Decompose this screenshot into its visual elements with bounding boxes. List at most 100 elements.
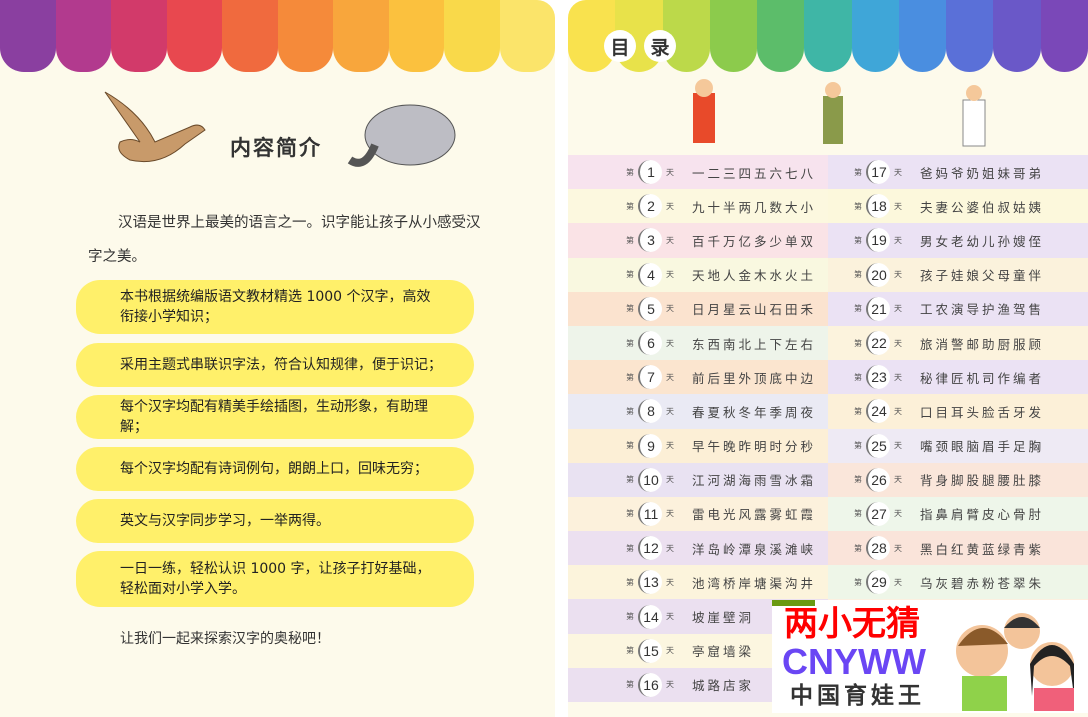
awning-stripe: [0, 0, 56, 72]
day-suffix: 天: [894, 235, 902, 245]
day-suffix: 天: [666, 509, 674, 519]
toc-entry[interactable]: 第 10 天 江河湖海雨雪冰霜: [568, 462, 828, 497]
toc-title-char: 录: [644, 30, 676, 62]
toc-entry[interactable]: 第 27 天 指鼻肩臂皮心骨肘: [828, 496, 1088, 532]
toc-entry[interactable]: 第 12 天 洋岛岭潭泉溪滩峡: [568, 531, 828, 566]
entry-characters: 男女老幼儿孙嫂侄: [920, 233, 1045, 249]
day-number-badge: 3: [638, 228, 662, 253]
day-number-badge: 15: [638, 638, 662, 663]
day-suffix: 天: [894, 475, 902, 485]
day-number-badge: 28: [866, 536, 890, 561]
toc-entry[interactable]: 第 4 天 天地人金木水火土: [568, 257, 828, 292]
intro-line: 字之美。: [88, 249, 146, 265]
day-suffix: 天: [666, 338, 674, 348]
toc-row: 第 8 天春夏秋冬年季周夜第 24 天口目耳头脸舌牙发: [568, 394, 1088, 429]
toc-title-char: 目: [604, 30, 636, 62]
awning-stripe: [1040, 0, 1088, 72]
day-number-badge: 29: [866, 570, 890, 595]
intro-line: 汉语是世界上最美的语言之一。识字能让孩子从小感受汉: [118, 215, 481, 231]
day-prefix: 第: [626, 680, 634, 690]
day-prefix: 第: [626, 304, 634, 314]
toc-entry[interactable]: 第 1 天 一二三四五六七八: [568, 155, 828, 190]
entry-characters: 九十半两几数大小: [692, 199, 817, 215]
toc-entry[interactable]: 第 13 天 池湾桥岸塘渠沟井: [568, 565, 828, 600]
toc-entry[interactable]: 第 11 天 雷电光风露雾虹霞: [568, 496, 828, 532]
entry-characters: 坡崖壁洞: [692, 610, 755, 626]
entry-characters: 东西南北上下左右: [692, 336, 817, 352]
awning-stripe: [444, 0, 500, 72]
day-number-badge: 6: [638, 331, 662, 356]
day-prefix: 第: [626, 646, 634, 656]
toc-entry[interactable]: 第 21 天 工农演导护渔驾售: [828, 291, 1088, 326]
toc-row: 第 2 天九十半两几数大小第 18 天夫妻公婆伯叔姑姨: [568, 189, 1088, 224]
toc-entry[interactable]: 第 24 天 口目耳头脸舌牙发: [828, 394, 1088, 429]
day-suffix: 天: [894, 304, 902, 314]
awning-stripe: [804, 0, 852, 72]
day-suffix: 天: [666, 201, 674, 211]
toc-entry[interactable]: 第 19 天 男女老幼儿孙嫂侄: [828, 223, 1088, 258]
toc-entry[interactable]: 第 23 天 秘律匠机司作编者: [828, 360, 1088, 395]
toc-entry[interactable]: 第 9 天 早午晚昨明时分秒: [568, 428, 828, 463]
entry-characters: 乌灰碧赤粉苍翠朱: [920, 575, 1045, 591]
toc-entry[interactable]: 第 6 天 东西南北上下左右: [568, 325, 828, 361]
toc-entry[interactable]: 第 25 天 嘴颈眼脑眉手足胸: [828, 428, 1088, 463]
day-number-badge: 14: [638, 604, 662, 629]
entry-characters: 指鼻肩臂皮心骨肘: [920, 507, 1045, 523]
toc-entry[interactable]: 第 18 天 夫妻公婆伯叔姑姨: [828, 189, 1088, 224]
toc-entry[interactable]: 第 2 天 九十半两几数大小: [568, 189, 828, 224]
watermark-line: CNYWW: [782, 641, 926, 682]
toc-entry[interactable]: 第 8 天 春夏秋冬年季周夜: [568, 394, 828, 429]
toc-row: 第 9 天早午晚昨明时分秒第 25 天嘴颈眼脑眉手足胸: [568, 428, 1088, 463]
day-prefix: 第: [626, 577, 634, 587]
day-number-badge: 5: [638, 296, 662, 321]
day-number-badge: 9: [638, 433, 662, 458]
toc-entry[interactable]: 第 29 天 乌灰碧赤粉苍翠朱: [828, 565, 1088, 600]
toc-entry[interactable]: 第 20 天 孩子娃娘父母童伴: [828, 257, 1088, 292]
day-suffix: 天: [894, 270, 902, 280]
day-suffix: 天: [666, 406, 674, 416]
toc-row: 第 7 天前后里外顶底中边第 23 天秘律匠机司作编者: [568, 360, 1088, 395]
awning-stripe: [946, 0, 994, 72]
entry-characters: 早午晚昨明时分秒: [692, 439, 817, 455]
toc-entry[interactable]: 第 5 天 日月星云山石田禾: [568, 291, 828, 326]
elephant-illustration: [347, 104, 456, 167]
rainbow-awning: [568, 0, 1088, 72]
day-prefix: 第: [854, 372, 862, 382]
toc-row: 第 3 天百千万亿多少单双第 19 天男女老幼儿孙嫂侄: [568, 223, 1088, 258]
toc-row: 第 11 天 雷电光风露雾虹霞 第 27 天 指鼻肩臂皮心骨肘: [568, 496, 1088, 532]
toc-row: 第 10 天 江河湖海雨雪冰霜 第 26 天 背身脚股腿腰肚膝: [568, 462, 1088, 497]
day-prefix: 第: [626, 372, 634, 382]
day-number-badge: 26: [866, 467, 890, 492]
day-prefix: 第: [854, 270, 862, 280]
awning-stripe: [222, 0, 278, 72]
day-suffix: 天: [894, 338, 902, 348]
day-prefix: 第: [626, 509, 634, 519]
day-prefix: 第: [626, 612, 634, 622]
day-suffix: 天: [666, 270, 674, 280]
day-prefix: 第: [854, 235, 862, 245]
feature-bubble: 本书根据统编版语文教材精选 1000 个汉字，高效衔接小学知识；: [76, 280, 474, 334]
day-prefix: 第: [626, 167, 634, 177]
toc-entry[interactable]: 第 3 天 百千万亿多少单双: [568, 223, 828, 258]
day-suffix: 天: [666, 646, 674, 656]
day-prefix: 第: [854, 338, 862, 348]
day-number-badge: 8: [638, 399, 662, 424]
day-suffix: 天: [666, 372, 674, 382]
day-prefix: 第: [626, 338, 634, 348]
toc-entry[interactable]: 第 28 天 黑白红黄蓝绿青紫: [828, 531, 1088, 566]
toc-entry[interactable]: 第 7 天 前后里外顶底中边: [568, 360, 828, 395]
toc-entry[interactable]: 第 22 天 旅消警邮助厨服顾: [828, 325, 1088, 361]
toc-entry[interactable]: 第 26 天 背身脚股腿腰肚膝: [828, 462, 1088, 497]
day-suffix: 天: [894, 406, 902, 416]
entry-characters: 爸妈爷奶姐妹哥弟: [920, 165, 1045, 181]
entry-characters: 洋岛岭潭泉溪滩峡: [692, 541, 817, 557]
toc-entry[interactable]: 第 17 天 爸妈爷奶姐妹哥弟: [828, 155, 1088, 190]
day-number-badge: 12: [638, 536, 662, 561]
day-number-badge: 11: [638, 501, 662, 526]
workers-illustration: [693, 79, 986, 147]
day-number-badge: 17: [866, 160, 890, 185]
entry-characters: 夫妻公婆伯叔姑姨: [920, 199, 1045, 215]
day-suffix: 天: [666, 543, 674, 553]
rainbow-awning: [0, 0, 555, 72]
day-prefix: 第: [626, 441, 634, 451]
